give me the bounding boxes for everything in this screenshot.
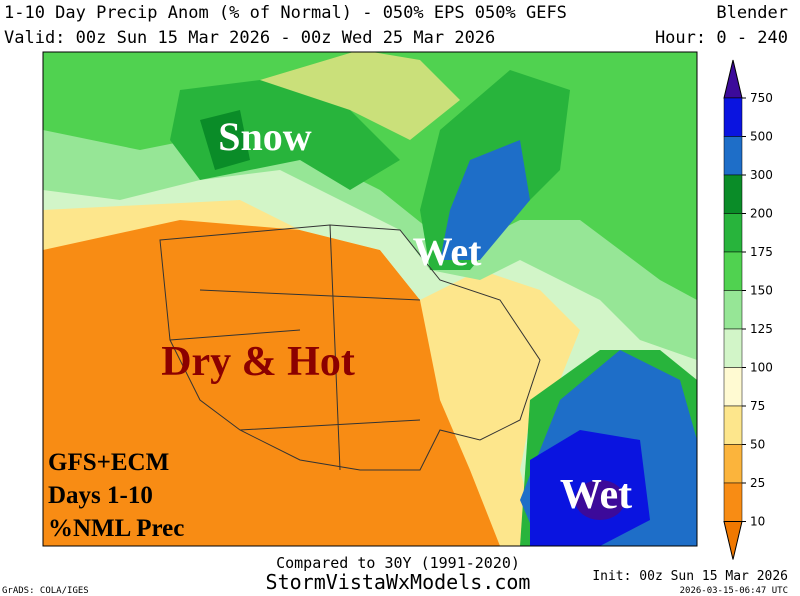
title: 1-10 Day Precip Anom (% of Normal) - 050… [4,3,567,23]
colorbar-label: 200 [750,207,773,221]
map-note: Days 1-10 [48,482,153,509]
site: StormVistaWxModels.com [266,570,531,594]
map-note: %NML Prec [48,515,184,542]
colorbar-label: 10 [750,515,765,529]
colorbar-swatch [723,174,743,214]
valid: Valid: 00z Sun 15 Mar 2026 - 00z Wed 25 … [4,28,495,48]
colorbar-label: 50 [750,438,765,452]
colorbar-swatch [723,136,743,176]
colorbar-swatch [723,405,743,445]
colorbar-swatch [723,213,743,253]
colorbar-label: 75 [750,399,765,413]
colorbar-swatch [723,251,743,291]
colorbar-swatch [723,97,743,137]
map: Snow Wet Dry & Hot Wet GFS+ECM Days 1-10… [42,51,698,547]
colorbar-cap [723,521,743,560]
map-label: Snow [218,114,311,159]
init: Init: 00z Sun 15 Mar 2026 [592,569,788,584]
colorbar: 750 500 300 200 175 150 125 100 75 50 25 10 [723,59,773,560]
source: Blender [716,3,788,23]
compared: Compared to 30Y (1991-2020) [276,554,520,572]
colorbar-label: 175 [750,245,773,259]
colorbar-swatch [723,328,743,368]
colorbar-label: 300 [750,168,773,182]
grads: GrADS: COLA/IGES [2,586,89,596]
colorbar-swatch [723,367,743,407]
colorbar-swatch [723,290,743,330]
map-label: Wet [560,472,632,518]
colorbar-cap [723,59,743,99]
colorbar-swatch [723,482,743,522]
colorbar-label: 500 [750,130,773,144]
map-label: Dry & Hot [161,339,355,385]
colorbar-label: 750 [750,91,773,105]
colorbar-label: 25 [750,476,765,490]
colorbar-label: 150 [750,284,773,298]
stamp: 2026-03-15-06:47 UTC [680,586,788,596]
map-label: Wet [413,229,483,274]
colorbar-swatch [723,444,743,484]
map-note: GFS+ECM [48,449,169,476]
colorbar-label: 100 [750,361,773,375]
hours: Hour: 0 - 240 [655,28,788,48]
colorbar-label: 125 [750,322,773,336]
